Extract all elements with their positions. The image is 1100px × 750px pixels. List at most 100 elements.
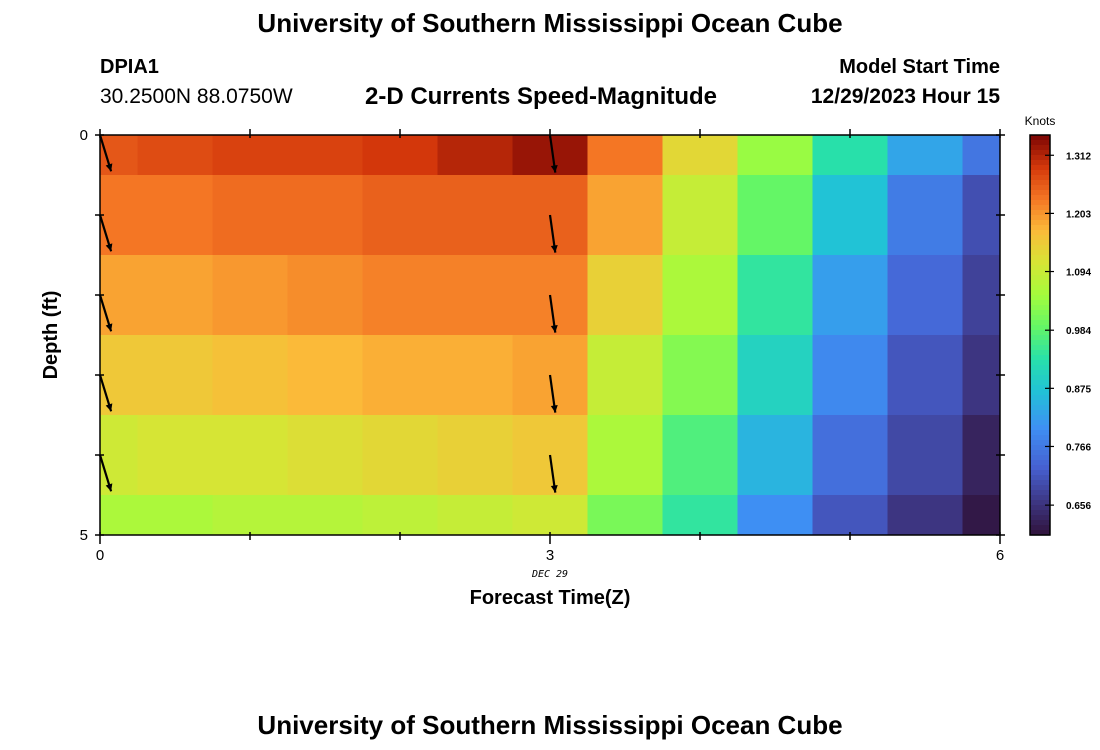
- colorbar-band: [1030, 265, 1050, 271]
- colorbar-band: [1030, 310, 1050, 316]
- heatmap-cell: [437, 495, 513, 536]
- colorbar-band: [1030, 475, 1050, 481]
- model-start-value: 12/29/2023 Hour 15: [810, 85, 1000, 108]
- colorbar-frame: [1029, 134, 1051, 536]
- colorbar-band: [1030, 370, 1050, 376]
- heatmap-cell: [287, 335, 363, 416]
- heatmap-cell: [662, 415, 738, 496]
- model-start-label: Model Start Time: [839, 56, 1000, 78]
- colorbar-tick-label: 1.312: [1066, 151, 1091, 162]
- vector-arrowhead: [105, 243, 113, 252]
- vector-arrowhead: [550, 245, 558, 253]
- colorbar-band: [1030, 440, 1050, 446]
- heatmap-cell: [662, 175, 738, 256]
- colorbar-band: [1030, 365, 1050, 371]
- colorbar-band: [1030, 170, 1050, 176]
- vector-arrowhead: [105, 403, 113, 412]
- colorbar-band: [1030, 390, 1050, 396]
- heatmap-cell: [212, 415, 288, 496]
- colorbar-band: [1030, 185, 1050, 191]
- heatmap-cell: [812, 135, 888, 176]
- colorbar-band: [1030, 425, 1050, 431]
- axis-ticks: 050 3 6: [80, 127, 1005, 564]
- vector-arrowhead: [105, 163, 113, 172]
- heatmap-cell: [812, 335, 888, 416]
- colorbar-tick-label: 1.203: [1066, 209, 1091, 220]
- station-coords: 30.2500N 88.0750W: [100, 85, 293, 108]
- heatmap-cell: [887, 175, 963, 256]
- colorbar-band: [1030, 505, 1050, 511]
- heatmap-cell: [137, 495, 213, 536]
- heatmap-cell: [287, 135, 363, 176]
- heatmap-cell: [212, 335, 288, 416]
- colorbar-band: [1030, 495, 1050, 501]
- colorbar-band: [1030, 215, 1050, 221]
- heatmap-cell: [212, 175, 288, 256]
- colorbar-band: [1030, 455, 1050, 461]
- vector-arrowhead: [550, 325, 558, 333]
- heatmap-cell: [437, 175, 513, 256]
- heatmap-cell: [587, 255, 663, 336]
- heatmap-cell: [812, 255, 888, 336]
- colorbar-band: [1030, 305, 1050, 311]
- colorbar-band: [1030, 190, 1050, 196]
- vector-arrowhead: [550, 405, 558, 413]
- colorbar-band: [1030, 355, 1050, 361]
- x-tick-label: 0: [96, 547, 104, 564]
- colorbar-band: [1030, 410, 1050, 416]
- colorbar-band: [1030, 325, 1050, 331]
- colorbar-band: [1030, 235, 1050, 241]
- colorbar-band: [1030, 145, 1050, 151]
- heatmap-cell: [887, 495, 963, 536]
- colorbar-band: [1030, 295, 1050, 301]
- colorbar-band: [1030, 330, 1050, 336]
- colorbar-band: [1030, 290, 1050, 296]
- heatmap-cell: [437, 335, 513, 416]
- colorbar-band: [1030, 270, 1050, 276]
- x-axis-label: Forecast Time(Z): [470, 587, 631, 609]
- heatmap-cell: [512, 495, 588, 536]
- colorbar-band: [1030, 150, 1050, 156]
- heatmap-cell: [100, 255, 138, 336]
- heatmap-cell: [137, 175, 213, 256]
- heatmap-cell: [887, 135, 963, 176]
- heatmap-cell: [437, 135, 513, 176]
- heatmap-cell: [662, 135, 738, 176]
- colorbar-band: [1030, 210, 1050, 216]
- heatmap-cell: [662, 335, 738, 416]
- colorbar-band: [1030, 480, 1050, 486]
- colorbar-band: [1030, 375, 1050, 381]
- colorbar-band: [1030, 530, 1050, 536]
- colorbar-band: [1030, 315, 1050, 321]
- colorbar-band: [1030, 280, 1050, 286]
- heatmap-cell: [737, 335, 813, 416]
- heatmap-cell: [437, 415, 513, 496]
- colorbar-band: [1030, 245, 1050, 251]
- heatmap-cell: [887, 255, 963, 336]
- heatmap-cell: [587, 335, 663, 416]
- colorbar-band: [1030, 490, 1050, 496]
- colorbar-band: [1030, 445, 1050, 451]
- colorbar-band: [1030, 460, 1050, 466]
- colorbar-band: [1030, 395, 1050, 401]
- heatmap-cell: [437, 255, 513, 336]
- vector-arrowhead: [550, 165, 558, 173]
- heatmap-cell: [100, 415, 138, 496]
- colorbar-band: [1030, 360, 1050, 366]
- colorbar-band: [1030, 500, 1050, 506]
- heatmap-cell: [137, 255, 213, 336]
- y-tick-label: 0: [80, 127, 88, 144]
- colorbar-band: [1030, 220, 1050, 226]
- colorbar-band: [1030, 345, 1050, 351]
- heatmap-cell: [737, 175, 813, 256]
- colorbar-band: [1030, 160, 1050, 166]
- y-tick-label: 5: [80, 527, 88, 544]
- colorbar-band: [1030, 255, 1050, 261]
- chart-title: University of Southern Mississippi Ocean…: [257, 8, 843, 38]
- colorbar-band: [1030, 155, 1050, 161]
- colorbar-band: [1030, 380, 1050, 386]
- colorbar-band: [1030, 205, 1050, 211]
- colorbar: 1.312 1.203 1.094 0.984 0.875 0.766 0.656: [1029, 134, 1091, 536]
- heatmap-cell: [287, 415, 363, 496]
- colorbar-band: [1030, 135, 1050, 141]
